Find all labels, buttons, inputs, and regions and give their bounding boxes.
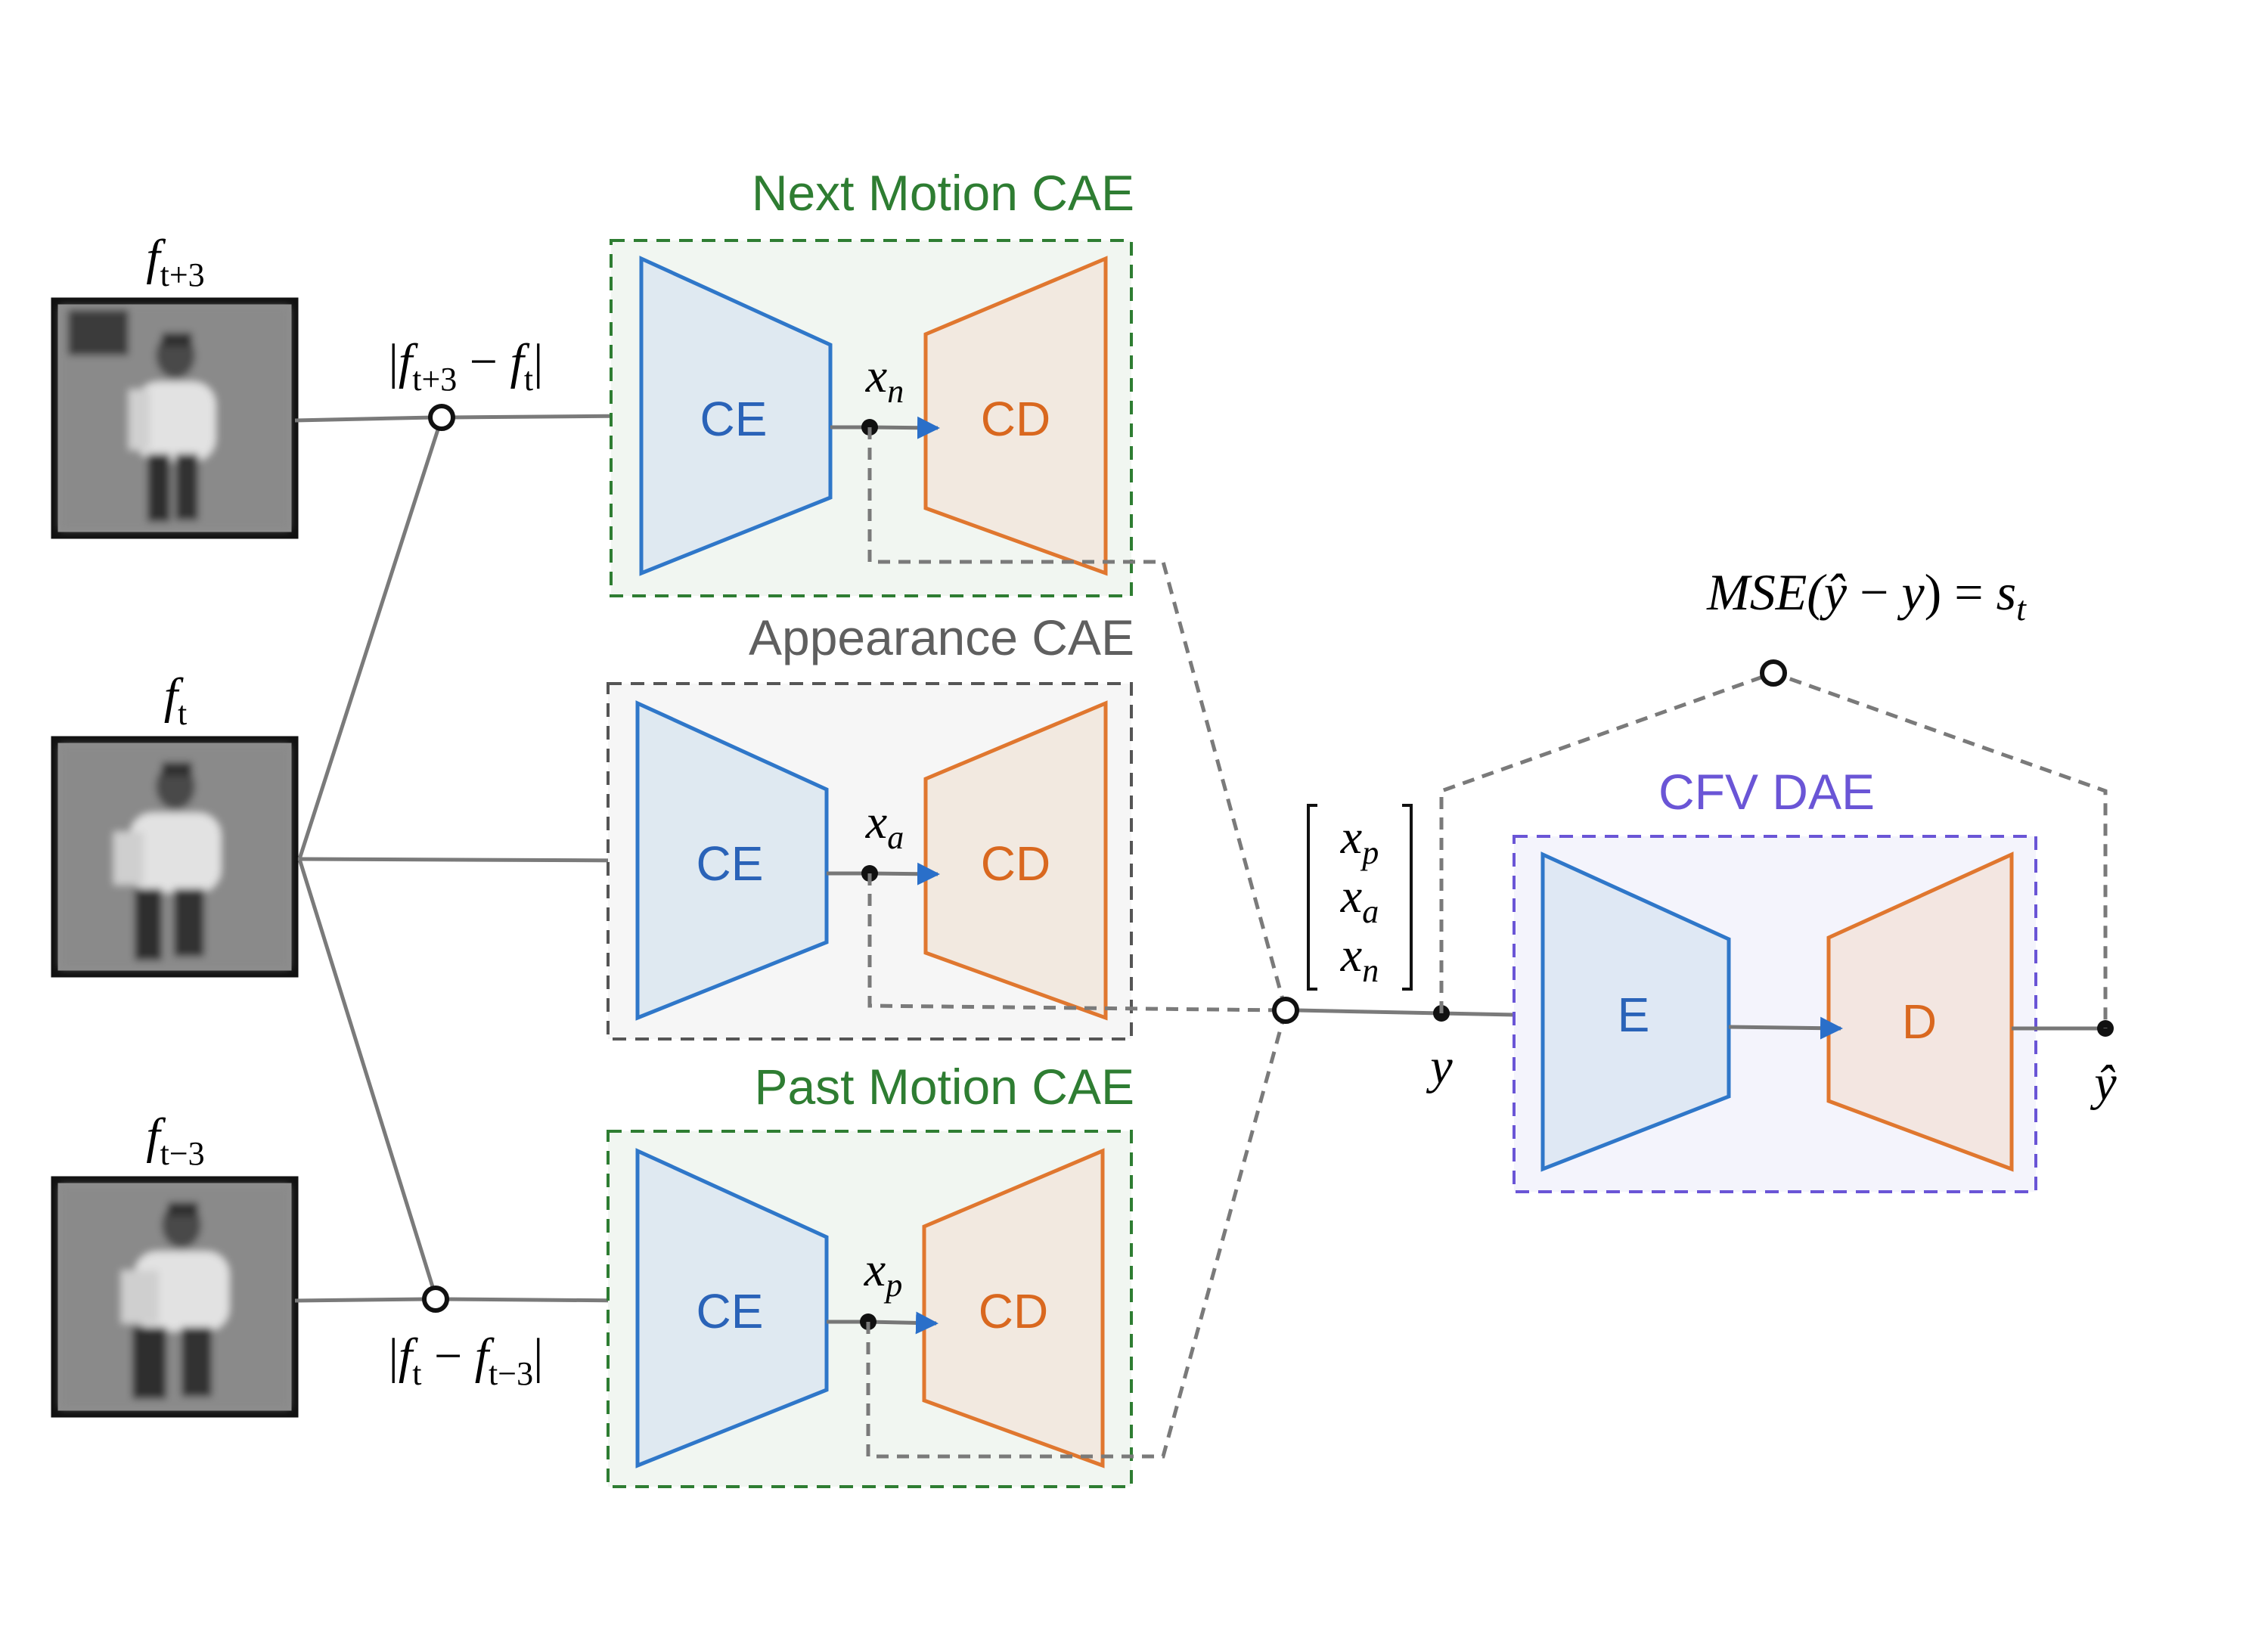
yhat-label: ŷ bbox=[2090, 1056, 2117, 1111]
mse-label: MSE(ŷ − y) = st bbox=[1706, 563, 2027, 628]
past-diff-label: |ft − ft−3| bbox=[389, 1329, 544, 1392]
past-motion-encoder-label: CE bbox=[697, 1284, 764, 1338]
appearance-cae: Appearance CAE CE CD xa bbox=[607, 609, 1134, 1041]
appearance-cae-title: Appearance CAE bbox=[749, 609, 1134, 665]
frame-future-image bbox=[51, 297, 299, 539]
cfv-decoder-label: D bbox=[1902, 994, 1937, 1049]
cfv-decoder bbox=[1826, 851, 2014, 1172]
concat-row-n: xn bbox=[1340, 928, 1379, 989]
next-motion-latent-label: xn bbox=[865, 349, 904, 410]
cfv-dae: CFV DAE E D bbox=[1513, 764, 2105, 1193]
concat-row-p: xp bbox=[1340, 810, 1379, 871]
past-motion-cae: Past Motion CAE CE CD xp bbox=[607, 1059, 1134, 1488]
past-motion-decoder bbox=[922, 1148, 1105, 1469]
next-motion-cae-title: Next Motion CAE bbox=[752, 165, 1134, 221]
past-diff-node bbox=[422, 1286, 449, 1313]
concat-row-a: xa bbox=[1340, 869, 1379, 930]
frame-past-image bbox=[51, 1176, 299, 1418]
frame-current-label: ft bbox=[164, 668, 188, 732]
past-motion-latent-label: xp bbox=[864, 1242, 902, 1304]
next-motion-encoder-label: CE bbox=[700, 392, 768, 446]
cfv-dae-title: CFV DAE bbox=[1658, 764, 1875, 820]
appearance-latent-label: xa bbox=[865, 795, 904, 856]
y-label: y bbox=[1426, 1039, 1453, 1094]
frame-connections bbox=[294, 414, 630, 1303]
next-motion-encoder bbox=[639, 256, 833, 576]
past-motion-cae-title: Past Motion CAE bbox=[754, 1059, 1134, 1115]
past-motion-decoder-label: CD bbox=[979, 1284, 1048, 1338]
next-diff-node bbox=[428, 404, 455, 431]
appearance-encoder-label: CE bbox=[697, 836, 764, 891]
concat-node bbox=[1272, 997, 1299, 1024]
frame-future-label: ft+3 bbox=[146, 230, 204, 293]
appearance-decoder bbox=[923, 700, 1108, 1021]
mse-node bbox=[1760, 659, 1787, 687]
past-motion-encoder bbox=[635, 1148, 829, 1469]
next-motion-cae: Next Motion CAE CE CD xn bbox=[610, 165, 1134, 597]
next-motion-decoder-label: CD bbox=[981, 392, 1050, 446]
frame-current-image bbox=[51, 736, 299, 978]
next-diff-label: |ft+3 − ft| bbox=[389, 334, 544, 398]
concat-vector: xp xa xn bbox=[1307, 804, 1413, 991]
cfv-encoder-label: E bbox=[1618, 988, 1650, 1042]
latent-dashed-links bbox=[866, 427, 1288, 1459]
next-motion-decoder bbox=[923, 256, 1108, 576]
appearance-decoder-label: CD bbox=[981, 836, 1050, 891]
cfv-encoder bbox=[1540, 851, 1731, 1172]
appearance-encoder bbox=[635, 700, 829, 1021]
frame-past-label: ft−3 bbox=[146, 1109, 204, 1172]
